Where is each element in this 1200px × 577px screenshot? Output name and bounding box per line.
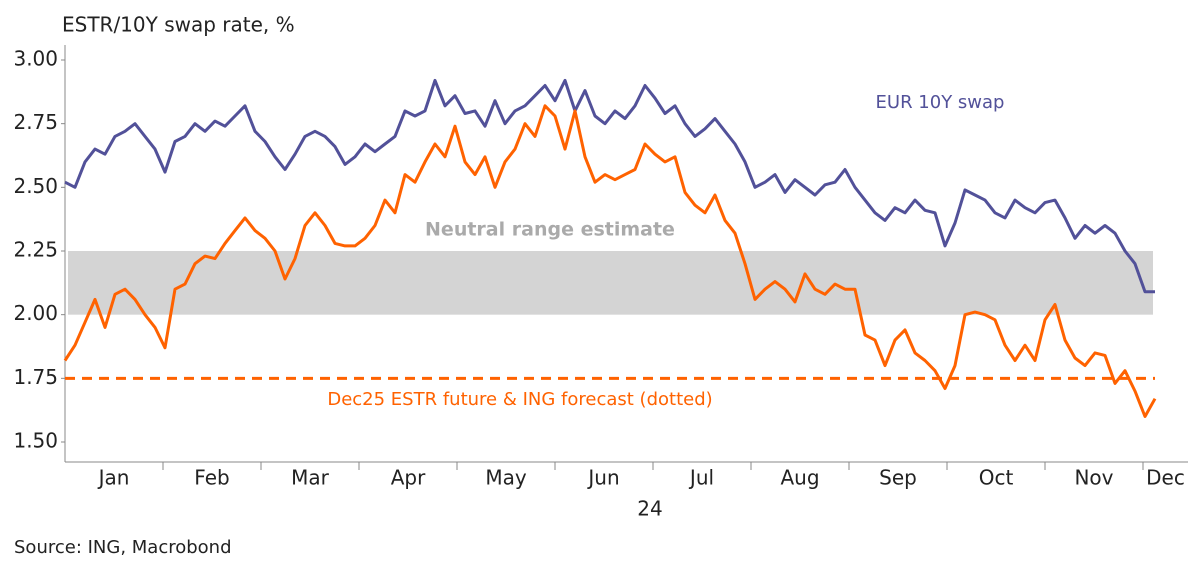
y-tick-label: 2.25: [13, 238, 58, 262]
series-label: EUR 10Y swap: [876, 92, 1005, 113]
series-line: [64, 78, 1155, 294]
y-tick-label: 2.75: [13, 110, 58, 134]
x-tick-label: May: [485, 466, 527, 490]
series-label: Dec25 ESTR future & ING forecast (dotted…: [327, 389, 712, 410]
x-tick-label: Jul: [688, 466, 714, 490]
chart-title: ESTR/10Y swap rate, %: [62, 13, 295, 37]
x-tick-label: Jun: [586, 466, 619, 490]
y-tick-label: 1.75: [13, 365, 58, 389]
x-tick-label: Feb: [194, 466, 229, 490]
series-line: [63, 104, 1157, 418]
x-tick-label: Dec: [1146, 466, 1185, 490]
y-tick-label: 2.00: [13, 301, 58, 325]
x-tick-label: Jan: [97, 466, 130, 490]
x-tick-label: Sep: [879, 466, 917, 490]
x-axis-label: 24: [637, 497, 662, 521]
band-label: Neutral range estimate: [425, 219, 675, 241]
source: Source: ING, Macrobond: [14, 537, 232, 558]
neutral-band: [68, 251, 1153, 315]
y-tick-label: 1.50: [13, 429, 58, 453]
x-tick-label: Mar: [291, 466, 330, 490]
y-tick-label: 3.00: [13, 47, 58, 71]
x-tick-label: Oct: [979, 466, 1014, 490]
x-tick-label: Aug: [780, 466, 819, 490]
x-tick-label: Nov: [1074, 466, 1113, 490]
y-tick-label: 2.50: [13, 174, 58, 198]
x-tick-label: Apr: [391, 466, 426, 490]
